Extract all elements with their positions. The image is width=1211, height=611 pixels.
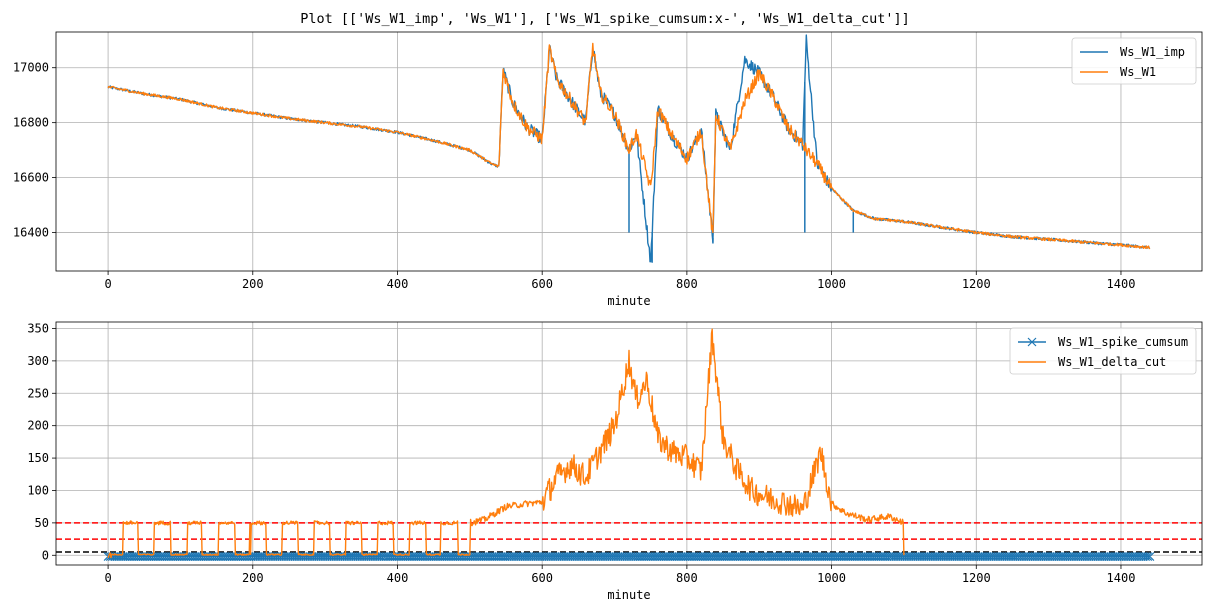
y-tick-label: 50 xyxy=(35,516,49,530)
legend-marker xyxy=(1027,337,1037,347)
axes-frame xyxy=(55,31,1203,272)
legend xyxy=(1009,327,1197,375)
x-tick-label: 1200 xyxy=(962,277,991,291)
series-line-1 xyxy=(107,42,1151,250)
x-axis-label: minute xyxy=(607,294,650,308)
x-tick-label: 1400 xyxy=(1107,277,1136,291)
x-tick-label: 800 xyxy=(676,571,698,585)
legend-label: Ws_W1 xyxy=(1120,65,1156,79)
plot-area xyxy=(107,34,1151,263)
x-tick-label: 1000 xyxy=(817,571,846,585)
y-tick-label: 17000 xyxy=(13,61,49,75)
x-tick-label: 200 xyxy=(242,571,264,585)
x-tick-label: 400 xyxy=(387,277,409,291)
y-tick-label: 16600 xyxy=(13,171,49,185)
x-tick-label: 800 xyxy=(676,277,698,291)
y-tick-label: 150 xyxy=(27,451,49,465)
x-tick-label: 0 xyxy=(104,571,111,585)
legend-label: Ws_W1_delta_cut xyxy=(1058,355,1166,369)
x-tick-label: 0 xyxy=(104,277,111,291)
x-tick-label: 1200 xyxy=(962,571,991,585)
x-tick-label: 600 xyxy=(531,571,553,585)
x-tick-label: 200 xyxy=(242,277,264,291)
y-tick-label: 0 xyxy=(42,548,49,562)
figure-title: Plot [['Ws_W1_imp', 'Ws_W1'], ['Ws_W1_sp… xyxy=(300,11,910,27)
y-tick-label: 300 xyxy=(27,354,49,368)
plot-area xyxy=(56,328,1202,562)
y-tick-label: 250 xyxy=(27,386,49,400)
x-tick-label: 400 xyxy=(387,571,409,585)
axes-frame xyxy=(55,321,1203,566)
y-tick-label: 100 xyxy=(27,483,49,497)
y-tick-label: 16800 xyxy=(13,116,49,130)
x-tick-label: 1400 xyxy=(1107,571,1136,585)
y-tick-label: 350 xyxy=(27,321,49,335)
top-chart: 0 200 400 600 800 1000 1200 1400 16400 16600 16800… xyxy=(13,31,1203,308)
y-tick-label: 16400 xyxy=(13,226,49,240)
y-tick-label: 200 xyxy=(27,419,49,433)
x-axis-label: minute xyxy=(607,588,650,602)
x-tick-label: 1000 xyxy=(817,277,846,291)
x-tick-label: 600 xyxy=(531,277,553,291)
legend-label: Ws_W1_imp xyxy=(1120,45,1185,59)
legend-label: Ws_W1_spike_cumsum xyxy=(1058,335,1188,349)
series-line-1 xyxy=(107,328,905,559)
bottom-chart: 0 200 400 600 800 1000 1200 1400 0 50 100 150 200 250… xyxy=(27,321,1203,602)
